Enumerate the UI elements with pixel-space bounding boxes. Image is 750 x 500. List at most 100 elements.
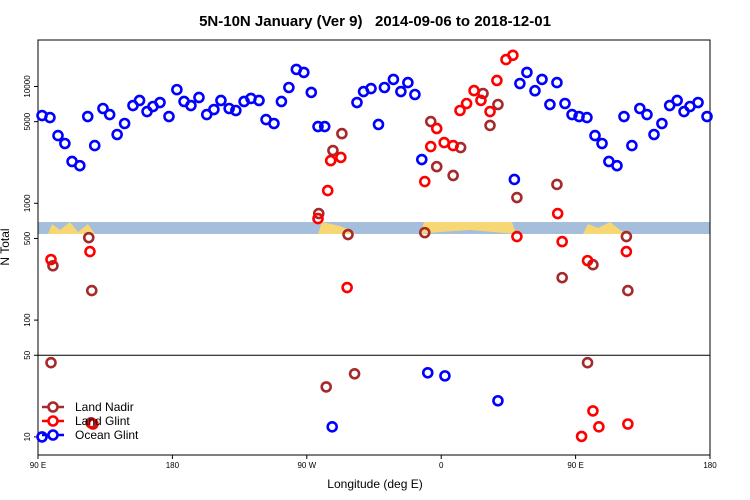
point [409,88,421,101]
point [223,102,235,115]
y-axis-label: N Total [0,228,12,265]
x-tick-label: 90 E [567,461,583,470]
point [544,98,556,111]
point [581,254,594,267]
point [559,97,571,110]
point [378,81,391,94]
point [663,99,676,112]
point [275,95,288,108]
point [551,178,563,191]
point [171,83,183,96]
point [648,128,660,141]
point [97,102,109,115]
point [514,77,526,90]
ocean-strip [38,222,710,234]
point [430,160,443,173]
point [395,85,407,98]
point [298,66,310,79]
point [418,226,431,239]
point [215,94,227,107]
point [372,118,385,131]
x-tick-label: 180 [166,461,180,470]
point [491,74,503,87]
point [421,366,434,379]
point [163,110,175,123]
point [556,271,568,284]
y-tick-label: 5000 [23,112,32,130]
point [327,144,339,157]
point [111,128,123,141]
point [45,356,57,369]
point [430,122,443,135]
point [484,119,496,132]
point [596,137,608,150]
point [424,115,437,128]
y-tick-label: 1000 [23,194,32,212]
land-patch [420,222,516,234]
point [484,105,496,118]
point [133,94,146,107]
point [415,153,428,166]
point [312,207,325,220]
x-tick-label: 180 [703,461,717,470]
point [44,111,56,124]
point [387,73,400,86]
point [342,228,354,241]
point [326,421,338,433]
x-axis-label: Longitude (deg E) [327,477,422,491]
chart-title: 5N-10N January (Ver 9) 2014-09-06 to 201… [199,13,551,30]
point [283,81,295,94]
point [611,159,623,172]
point [475,94,487,107]
point [511,191,523,204]
point [424,140,437,153]
point [626,139,638,152]
point [335,151,347,164]
point [701,110,713,123]
point [492,394,504,407]
point [671,94,683,107]
point [74,159,86,172]
point [447,139,459,152]
point [551,207,564,220]
point [622,284,634,297]
point [521,66,533,79]
point [365,82,377,95]
y-tick-label: 50 [23,350,32,359]
y-tick-label: 10 [23,432,32,441]
point [305,86,318,99]
y-tick-label: 100 [23,313,32,327]
point [418,175,431,188]
point [641,108,653,121]
point [47,259,59,272]
legend-marker [47,429,59,441]
point [507,49,519,62]
point [622,418,634,430]
point [45,253,57,266]
point [454,104,466,117]
legend-marker [47,415,59,427]
point [118,117,131,130]
land-patch [48,222,95,234]
point [529,84,541,97]
point [87,418,99,430]
y-tick-label: 10000 [23,75,32,98]
point [575,430,588,443]
point [634,102,646,115]
point [581,111,593,124]
point [566,108,578,121]
point [468,84,480,97]
point [336,127,348,140]
point [620,245,633,258]
point [438,136,450,149]
point [460,97,473,110]
point [84,245,96,258]
point [492,98,504,111]
point [348,367,361,380]
point [656,117,668,130]
point [193,91,205,104]
point [59,137,71,150]
point [230,104,242,117]
point [320,381,333,393]
point [439,370,451,382]
